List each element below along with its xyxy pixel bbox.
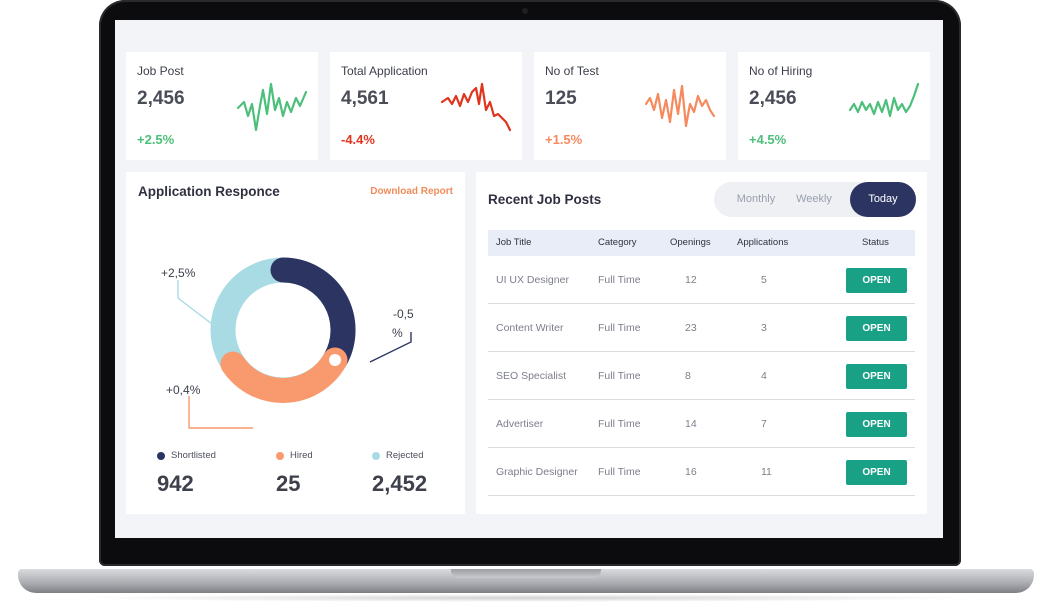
stat-card-total-application: Total Application 4,561 -4.4% bbox=[330, 52, 522, 160]
stat-change: +4.5% bbox=[749, 132, 787, 147]
legend-dot bbox=[372, 451, 380, 460]
stat-value: 4,561 bbox=[341, 88, 389, 109]
legend-item-hired: Hired 25 bbox=[276, 450, 313, 497]
cell-job-title: SEO Specialist bbox=[496, 370, 567, 382]
cell-applications: 11 bbox=[761, 466, 772, 478]
cell-job-title: Content Writer bbox=[496, 322, 564, 334]
legend-value: 942 bbox=[157, 471, 194, 496]
stat-change: +1.5% bbox=[545, 132, 583, 147]
cell-applications: 5 bbox=[761, 274, 767, 286]
cell-category: Full Time bbox=[598, 274, 641, 286]
column-header: Category bbox=[598, 237, 637, 248]
stat-card-no-of-hiring: No of Hiring 2,456 +4.5% bbox=[738, 52, 930, 160]
camera-dot bbox=[522, 8, 528, 14]
cell-category: Full Time bbox=[598, 322, 641, 334]
marker-dot-hired bbox=[247, 397, 259, 409]
callout-line-shortlisted bbox=[369, 332, 412, 363]
cell-openings: 14 bbox=[685, 418, 697, 430]
cell-category: Full Time bbox=[598, 418, 641, 430]
status-open-button[interactable]: OPEN bbox=[846, 460, 907, 485]
callout-shortlisted-value: -0,5 bbox=[393, 307, 414, 321]
cell-openings: 16 bbox=[685, 466, 697, 478]
cell-job-title: Graphic Designer bbox=[496, 466, 578, 478]
stat-change: -4.4% bbox=[341, 132, 375, 147]
stat-value: 2,456 bbox=[749, 88, 797, 109]
stat-card-no-of-test: No of Test 125 +1.5% bbox=[534, 52, 726, 160]
callout-shortlisted-unit: % bbox=[392, 326, 403, 340]
response-legend: Shortlisted 942 Hired 25 Rejected 2,452 bbox=[126, 450, 465, 514]
table-row: UI UX Designer Full Time 12 5 OPEN bbox=[488, 256, 915, 304]
status-open-button[interactable]: OPEN bbox=[846, 268, 907, 293]
legend-dot bbox=[157, 451, 165, 460]
cell-openings: 8 bbox=[685, 370, 691, 382]
status-open-button[interactable]: OPEN bbox=[846, 364, 907, 389]
cell-category: Full Time bbox=[598, 370, 641, 382]
sparkline-icon bbox=[644, 84, 716, 128]
tab-weekly[interactable]: Weekly bbox=[796, 193, 832, 205]
legend-value: 25 bbox=[276, 471, 301, 496]
cell-applications: 4 bbox=[761, 370, 767, 382]
card-title: Application Responce bbox=[138, 184, 280, 199]
sparkline-icon bbox=[236, 82, 308, 132]
recent-job-posts-card: Recent Job Posts Monthly Weekly Today Jo… bbox=[476, 172, 927, 514]
column-header: Applications bbox=[737, 237, 789, 248]
cell-openings: 23 bbox=[685, 322, 697, 334]
application-response-card: Application Responce Download Report +2,… bbox=[126, 172, 465, 514]
donut-segment-shortlisted bbox=[270, 257, 356, 373]
status-open-button[interactable]: OPEN bbox=[846, 316, 907, 341]
download-report-link[interactable]: Download Report bbox=[370, 186, 453, 197]
legend-item-rejected: Rejected 2,452 bbox=[372, 450, 427, 497]
callout-hired: +0,4% bbox=[166, 383, 201, 397]
stat-title: Total Application bbox=[341, 64, 428, 78]
sparkline-icon bbox=[848, 82, 920, 118]
period-toggle: Monthly Weekly Today bbox=[714, 182, 916, 217]
stat-value: 2,456 bbox=[137, 88, 185, 109]
legend-label: Rejected bbox=[386, 450, 424, 461]
column-header: Openings bbox=[670, 237, 711, 248]
cell-applications: 7 bbox=[761, 418, 767, 430]
stat-title: No of Hiring bbox=[749, 64, 813, 78]
response-donut-chart bbox=[177, 257, 412, 429]
callout-line-hired bbox=[188, 396, 253, 429]
donut-ring bbox=[210, 257, 356, 409]
legend-item-shortlisted: Shortlisted 942 bbox=[157, 450, 216, 497]
column-header: Job Title bbox=[496, 237, 532, 248]
donut-segment-hired bbox=[220, 347, 348, 403]
table-row: Graphic Designer Full Time 16 11 OPEN bbox=[488, 448, 915, 496]
cell-openings: 12 bbox=[685, 274, 697, 286]
legend-value: 2,452 bbox=[372, 471, 428, 496]
stat-card-job-post: Job Post 2,456 +2.5% bbox=[126, 52, 318, 160]
sparkline-icon bbox=[440, 82, 512, 132]
tab-monthly[interactable]: Monthly bbox=[736, 193, 776, 205]
dashboard-screen: Job Post 2,456 +2.5% Total Application 4… bbox=[115, 20, 943, 538]
laptop-base-notch bbox=[451, 569, 601, 578]
legend-label: Shortlisted bbox=[171, 450, 216, 461]
stat-change: +2.5% bbox=[137, 132, 175, 147]
callout-line-rejected bbox=[177, 280, 213, 325]
stat-title: Job Post bbox=[137, 64, 184, 78]
callout-rejected: +2,5% bbox=[161, 266, 196, 280]
stat-value: 125 bbox=[545, 88, 577, 109]
status-open-button[interactable]: OPEN bbox=[846, 412, 907, 437]
legend-label: Hired bbox=[290, 450, 313, 461]
column-header: Status bbox=[862, 237, 889, 248]
card-title: Recent Job Posts bbox=[488, 192, 602, 207]
cell-applications: 3 bbox=[761, 322, 767, 334]
table-row: SEO Specialist Full Time 8 4 OPEN bbox=[488, 352, 915, 400]
laptop-shadow bbox=[70, 594, 982, 602]
stat-title: No of Test bbox=[545, 64, 599, 78]
tab-today[interactable]: Today bbox=[850, 182, 916, 217]
legend-dot bbox=[276, 451, 284, 460]
marker-dot-shortlisted bbox=[329, 354, 341, 366]
table-header: Job Title Category Openings Applications… bbox=[488, 230, 915, 256]
cell-job-title: UI UX Designer bbox=[496, 274, 569, 286]
table-row: Content Writer Full Time 23 3 OPEN bbox=[488, 304, 915, 352]
table-row: Advertiser Full Time 14 7 OPEN bbox=[488, 400, 915, 448]
cell-category: Full Time bbox=[598, 466, 641, 478]
cell-job-title: Advertiser bbox=[496, 418, 544, 430]
